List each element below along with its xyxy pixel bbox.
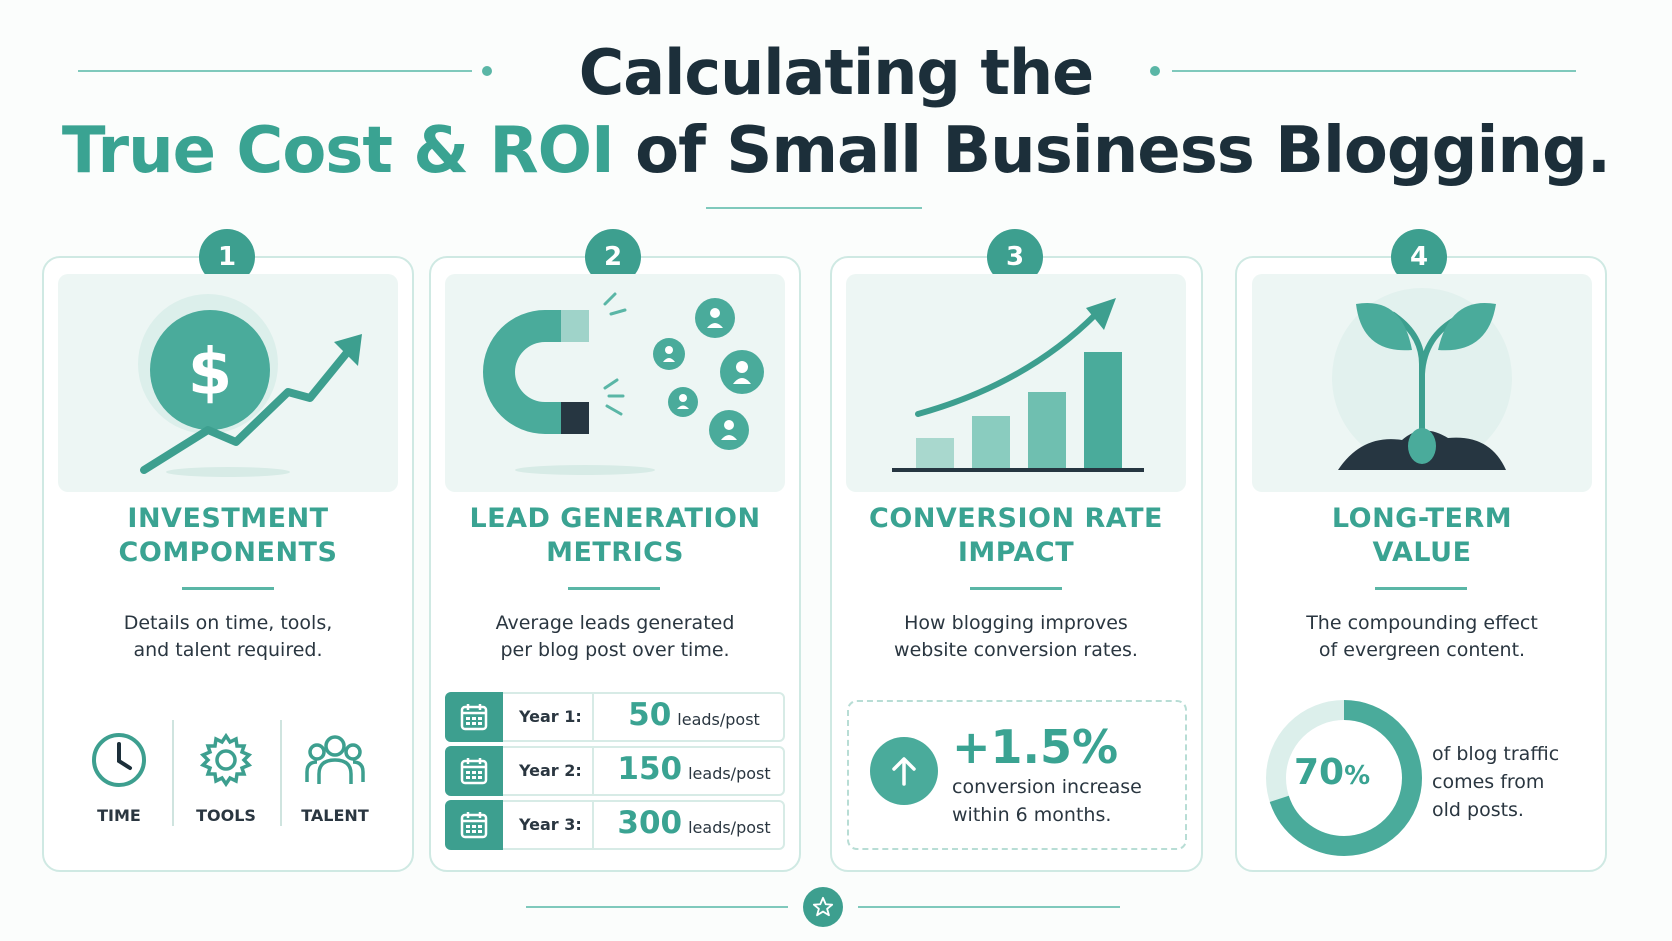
card-title-investment: INVESTMENT COMPONENTS [58,502,398,570]
conversion-stat-box [847,700,1187,850]
sprout-icon [1332,288,1512,470]
lead-number: 300 [617,805,683,841]
card-desc-line1: Average leads generated [495,612,735,634]
card-title-line2: IMPACT [957,537,1075,568]
lead-value: 150 leads/post [605,751,783,787]
divider [592,694,594,740]
card-title-conversion-rate: CONVERSION RATE IMPACT [846,502,1186,570]
investment-item-tools: TOOLS [171,730,281,825]
investment-item-time: TIME [64,730,174,825]
divider [592,748,594,794]
clock-icon [92,733,146,787]
investment-illustration: $ [58,274,398,492]
stat-line3: old posts. [1432,799,1524,821]
lead-unit: leads/post [677,710,760,729]
card-title-line1: LONG-TERM [1331,503,1513,534]
page-title-accent: True Cost & ROI [61,114,615,188]
card-desc-line1: Details on time, tools, [123,612,333,634]
page-title-line2: True Cost & ROI of Small Business Bloggi… [0,114,1672,188]
divider [280,720,282,826]
donut-arc [1266,700,1422,856]
magnet-icon [483,292,764,475]
donut-percent-sign: % [1344,761,1371,791]
divider [172,720,174,826]
donut-number: 70 [1294,752,1345,793]
card-desc-line1: The compounding effect [1306,612,1538,634]
lead-year-label: Year 3: [519,815,582,834]
lead-generation-illustration [445,274,785,492]
footer-right-line [858,906,1120,908]
card-desc-line2: per blog post over time. [500,639,730,661]
header-right-line [1172,70,1576,72]
card-title-rule [1375,587,1467,590]
header-left-line [78,70,472,72]
card-desc-line2: website conversion rates. [894,639,1138,661]
lead-unit: leads/post [688,818,771,837]
card-title-long-term-value: LONG-TERM VALUE [1252,502,1592,570]
footer-left-line [526,906,788,908]
conversion-stat-value: +1.5% [952,720,1119,774]
lead-number: 150 [617,751,683,787]
stat-line2: within 6 months. [952,804,1112,826]
calendar-icon [445,800,503,850]
lead-number: 50 [628,697,672,733]
card-title-rule [970,587,1062,590]
lead-year-label: Year 1: [519,707,582,726]
item-label: TIME [97,806,141,825]
title-underline [706,207,922,209]
card-desc-line1: How blogging improves [904,612,1128,634]
conversion-illustration [846,274,1186,492]
card-title-line2: COMPONENTS [118,537,338,568]
calendar-icon [445,746,503,796]
lead-row-year-1: Year 1: 50 leads/post [445,692,785,742]
card-desc-lead-generation: Average leads generated per blog post ov… [445,610,785,664]
page-title-rest: of Small Business Blogging. [613,114,1611,188]
item-label: TALENT [301,806,369,825]
lead-value: 50 leads/post [605,697,783,733]
gear-icon [199,732,253,788]
people-icon [305,735,365,784]
card-title-rule [568,587,660,590]
long-term-illustration [1252,274,1592,492]
card-title-line1: CONVERSION RATE [869,503,1163,534]
arrow-up-icon [870,737,938,805]
page-title-line1: Calculating the [578,36,1094,109]
card-desc-investment: Details on time, tools, and talent requi… [58,610,398,664]
card-title-line2: VALUE [1372,537,1472,568]
divider [592,802,594,848]
card-desc-conversion-rate: How blogging improves website conversion… [846,610,1186,664]
donut-stat-text: of blog traffic comes from old posts. [1432,740,1559,824]
stat-line2: comes from [1432,771,1545,793]
donut-percentage: 70% [1294,752,1370,793]
svg-text:$: $ [188,336,233,410]
lead-year-label: Year 2: [519,761,582,780]
item-label: TOOLS [196,806,256,825]
bar-growth-icon [892,298,1144,472]
card-title-rule [182,587,274,590]
card-title-line1: INVESTMENT [127,503,329,534]
calendar-icon [445,692,503,742]
header-right-dot [1150,66,1160,76]
star-icon [803,887,843,927]
stat-line1: conversion increase [952,776,1142,798]
card-title-lead-generation: LEAD GENERATION METRICS [445,502,785,570]
traffic-donut-chart [1266,700,1422,856]
card-title-line2: METRICS [546,537,684,568]
lead-value: 300 leads/post [605,805,783,841]
card-desc-line2: of evergreen content. [1318,639,1526,661]
header-left-dot [482,66,492,76]
investment-item-talent: TALENT [280,730,390,825]
card-desc-line2: and talent required. [133,639,323,661]
lead-unit: leads/post [688,764,771,783]
card-desc-long-term-value: The compounding effect of evergreen cont… [1252,610,1592,664]
lead-row-year-3: Year 3: 300 leads/post [445,800,785,850]
lead-row-year-2: Year 2: 150 leads/post [445,746,785,796]
stat-line1: of blog traffic [1432,743,1560,765]
conversion-stat-text: conversion increase within 6 months. [952,773,1142,829]
dollar-growth-icon: $ [138,294,362,477]
card-title-line1: LEAD GENERATION [469,503,761,534]
